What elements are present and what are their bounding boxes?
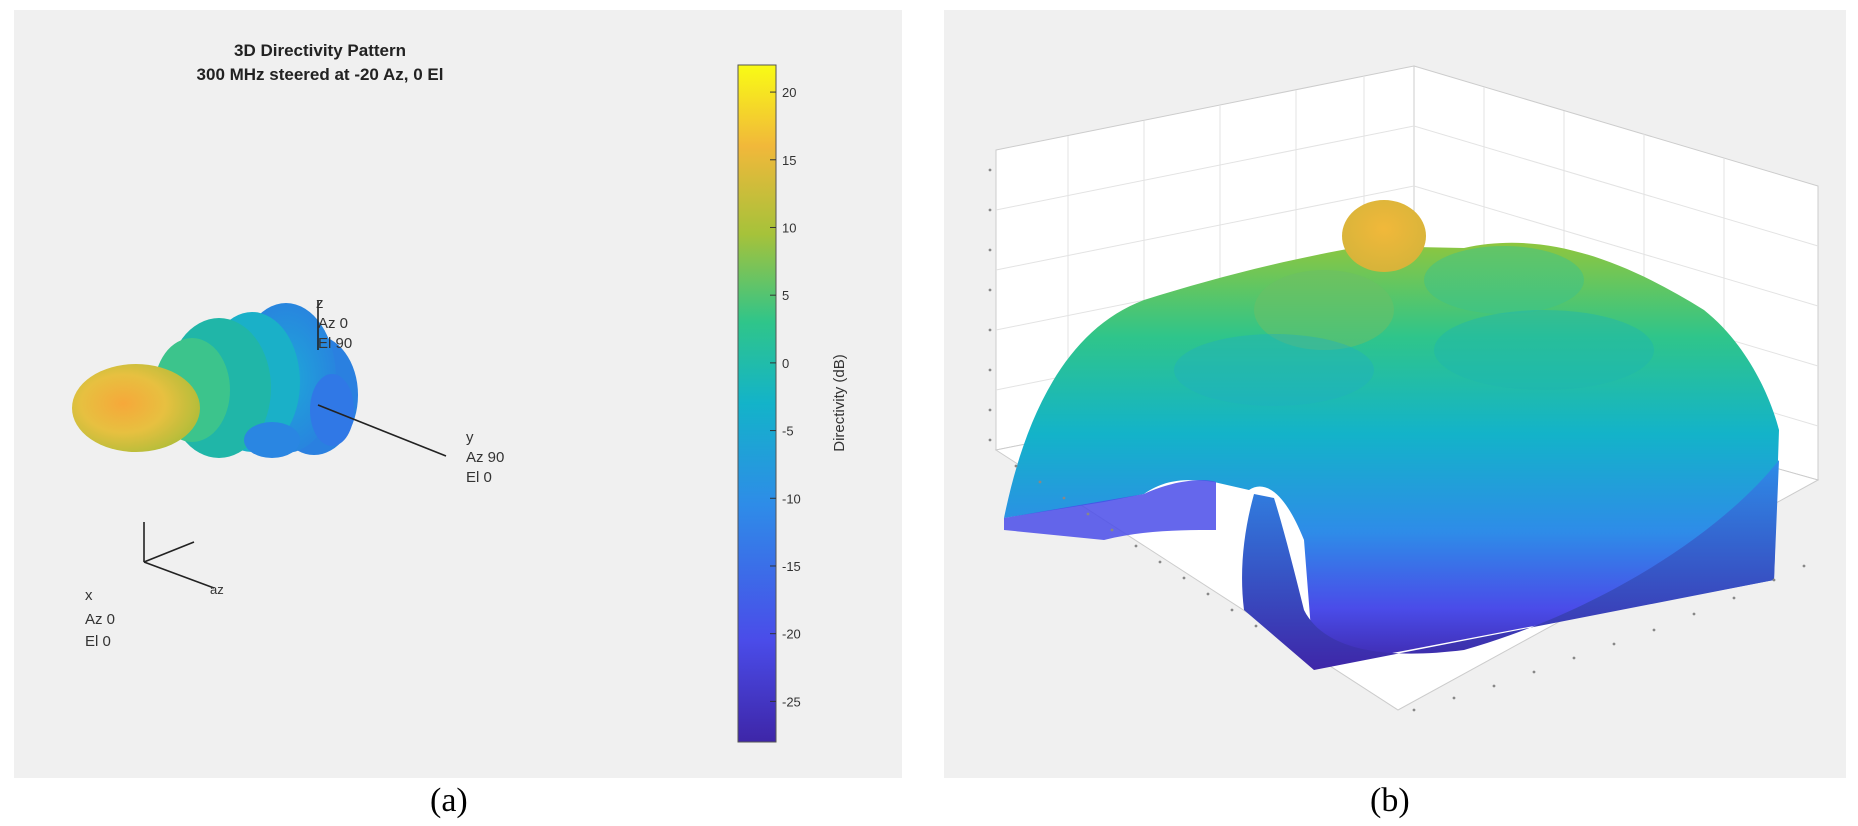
surface-ripple-1	[1254, 270, 1394, 350]
pattern-axes	[143, 300, 447, 589]
panel-a: 3D Directivity Pattern 300 MHz steered a…	[14, 10, 902, 778]
axis-tick-marks	[988, 168, 1806, 712]
colorbar-label: Directivity (dB)	[831, 354, 848, 452]
colorbar-tick-label: 15	[782, 153, 796, 168]
plot-subtitle: 300 MHz steered at -20 Az, 0 El	[197, 65, 444, 84]
surface-ripple-2	[1424, 246, 1584, 314]
colorbar-tick-label: -25	[782, 694, 801, 709]
colorbar-tick-label: -15	[782, 559, 801, 574]
surface-peak	[1342, 200, 1426, 272]
x-axis-line-2	[143, 541, 195, 563]
colorbar-tick-label: 20	[782, 85, 796, 100]
colorbar: 20 15 10 5 0 -5 -10 -15 -20 -25 Directivity (dB)	[737, 64, 848, 743]
colorbar-tick-label: 10	[782, 220, 796, 235]
z-axis-name: z	[316, 295, 324, 312]
colorbar-tick-label: -10	[782, 491, 801, 506]
colorbar-tick-label: 5	[782, 288, 789, 303]
x-axis-el: El 0	[85, 633, 111, 650]
colorbar-tick-label: -20	[782, 627, 801, 642]
y-axis-name: y	[466, 429, 474, 446]
panel-b	[944, 10, 1846, 778]
main-lobe	[72, 364, 200, 452]
colorbar-ticks: 20 15 10 5 0 -5 -10 -15 -20 -25	[770, 85, 801, 709]
y-axis-el: El 0	[466, 469, 492, 486]
colorbar-scale	[737, 64, 777, 743]
z-axis-az: Az 0	[318, 315, 348, 332]
az-axis-line	[143, 561, 215, 589]
surface	[1004, 200, 1779, 670]
az-axis-name: az	[210, 582, 224, 597]
colorbar-tick-label: -5	[782, 424, 794, 439]
radiation-pattern	[72, 303, 358, 458]
y-axis-line	[317, 404, 447, 457]
plot-title: 3D Directivity Pattern	[234, 41, 406, 60]
surface-front-wall	[1242, 460, 1779, 670]
y-axis-az: Az 90	[466, 449, 504, 466]
colorbar-tick-label: 0	[782, 356, 789, 371]
surface-ripple-3	[1434, 310, 1654, 390]
surface-main	[1004, 242, 1779, 668]
caption-a: (a)	[430, 782, 468, 819]
surface-3d-plot	[988, 65, 1820, 712]
surface-left-edge	[1004, 480, 1216, 540]
x-axis-name: x	[85, 587, 93, 604]
x-axis-az: Az 0	[85, 611, 115, 628]
directivity-3d-plot: 3D Directivity Pattern 300 MHz steered a…	[72, 41, 848, 743]
surface-ripple-4	[1174, 334, 1374, 406]
caption-b: (b)	[1370, 782, 1410, 819]
z-axis-el: El 90	[318, 335, 352, 352]
